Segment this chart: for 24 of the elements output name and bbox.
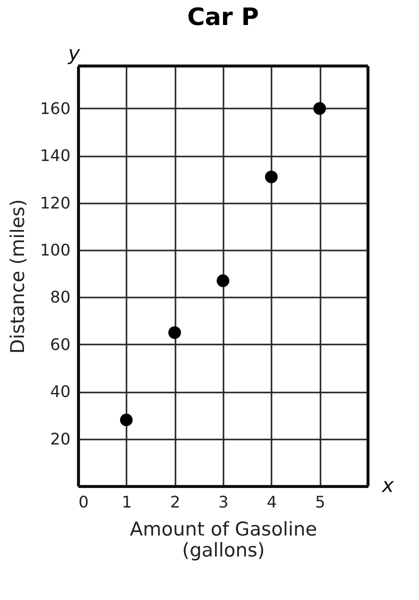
point — [313, 102, 326, 115]
text: x — [381, 473, 394, 497]
x-tick-label: 5 — [315, 492, 326, 512]
x-tick-label: 2 — [170, 492, 180, 512]
y-tick-label: 120 — [40, 193, 70, 212]
y-tick-label: 100 — [40, 240, 70, 260]
y-tick-label: 20 — [50, 429, 70, 448]
x-tick-label: 0 — [78, 492, 89, 512]
y-tick-label: 40 — [50, 382, 70, 402]
x-tick-label: 1 — [122, 492, 132, 512]
point — [120, 414, 133, 426]
point — [168, 326, 181, 339]
x-axis-title: Amount of Gasoline (gallons) — [130, 518, 318, 562]
point — [265, 170, 278, 184]
x-tick-label: 4 — [266, 492, 277, 512]
y-tick-label: 60 — [50, 334, 70, 354]
y-tick-label: 80 — [50, 288, 70, 307]
point — [216, 274, 230, 288]
y-tick-label: 140 — [40, 146, 70, 166]
y-tick-label: 160 — [40, 98, 70, 118]
x-tick-label: 3 — [218, 492, 229, 512]
y-axis-title: Distance (miles) — [6, 199, 29, 354]
text: y — [67, 41, 82, 65]
chart-title: Car P — [187, 3, 259, 31]
